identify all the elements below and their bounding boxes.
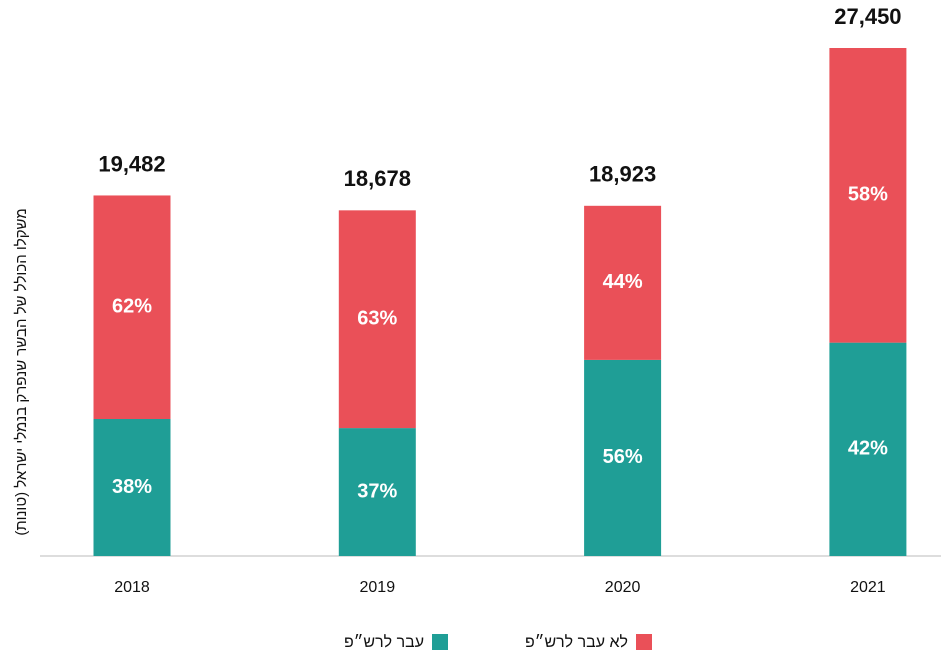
total-label: 18,678: [344, 166, 411, 191]
x-tick-label: 2021: [850, 579, 886, 596]
total-label: 18,923: [589, 162, 656, 187]
total-label: 27,450: [834, 4, 901, 29]
segment-label: 58%: [848, 184, 888, 206]
legend-swatch: [432, 634, 448, 650]
bar-segment: [584, 205, 662, 360]
bar-segment: [93, 418, 171, 556]
bar-segment: [829, 342, 907, 556]
bar-segment: [829, 48, 907, 343]
legend-label: עבר לרש״פ: [344, 633, 424, 651]
x-tick-label: 2020: [605, 579, 641, 596]
segment-label: 63%: [357, 308, 397, 330]
segment-label: 42%: [848, 438, 888, 460]
segment-label: 56%: [603, 446, 643, 468]
segment-label: 38%: [112, 476, 152, 498]
bar-segment: [338, 428, 416, 556]
segment-label: 37%: [357, 480, 397, 502]
bar-segment: [584, 359, 662, 556]
bar-segment: [338, 210, 416, 429]
legend-swatch: [636, 634, 652, 650]
segment-label: 62%: [112, 296, 152, 318]
x-tick-label: 2019: [360, 579, 396, 596]
total-label: 19,482: [98, 151, 165, 176]
y-axis-label: משקלו הכולל של הבשר שנפרק בנמלי ישראל (ט…: [13, 208, 30, 535]
legend-label: לא עבר לרש״פ: [525, 633, 628, 651]
bar-segment: [93, 195, 171, 419]
x-tick-label: 2018: [114, 579, 150, 596]
segment-label: 44%: [603, 271, 643, 293]
